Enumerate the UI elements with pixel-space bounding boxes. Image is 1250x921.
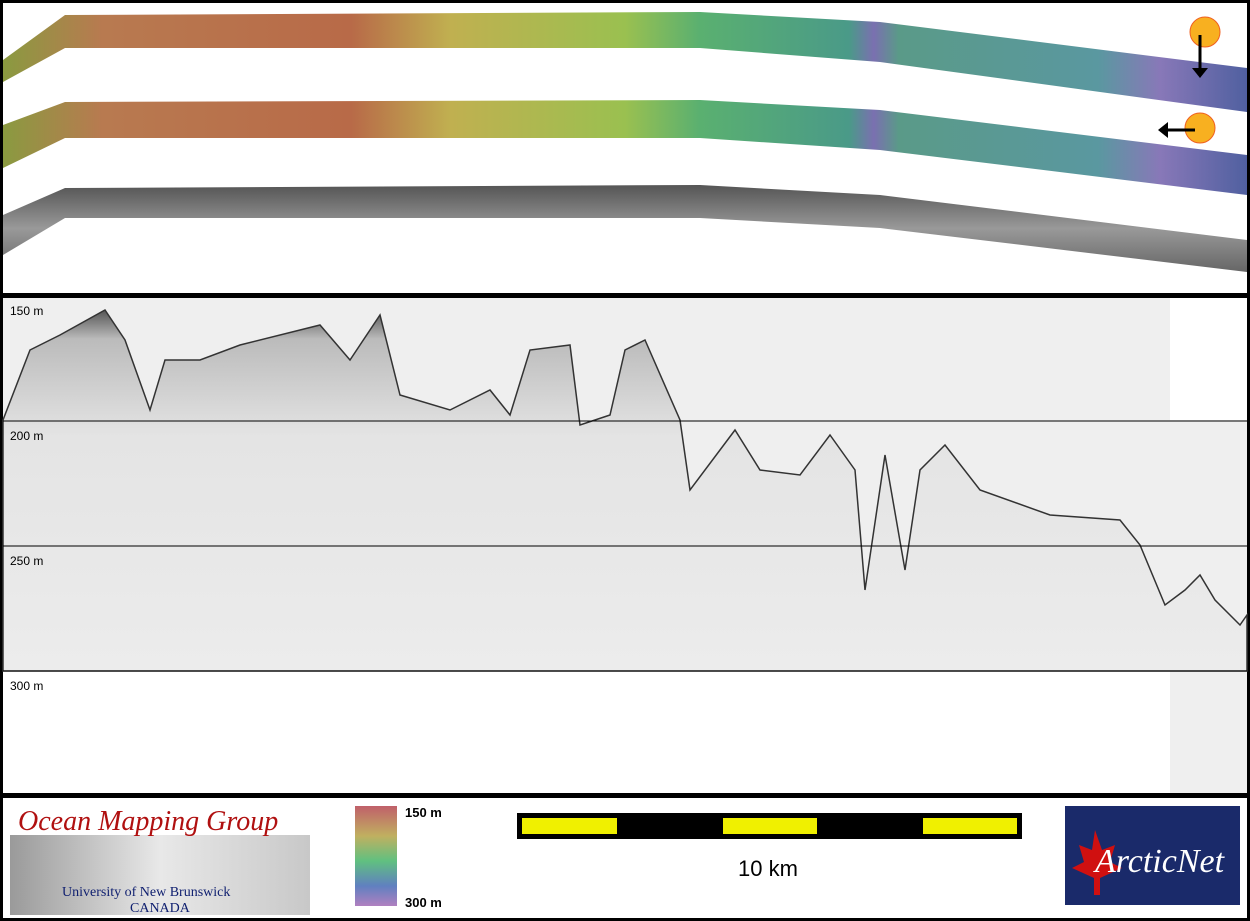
depth-label: 150 m — [10, 304, 43, 318]
omg-country: CANADA — [130, 901, 191, 916]
scale-bar-label: 10 km — [738, 856, 798, 881]
arcticnet-text: ArcticNet — [1093, 843, 1226, 880]
backscatter-strip — [3, 185, 1247, 272]
arrow-head — [1158, 122, 1168, 138]
colorbar-top-label: 150 m — [405, 805, 442, 820]
scale-bar-segment — [723, 818, 817, 834]
sun-icon — [1189, 16, 1221, 48]
arrow-head — [1192, 68, 1208, 78]
omg-title: Ocean Mapping Group — [18, 806, 278, 837]
colorbar — [355, 806, 397, 906]
bathymetry-strip-north — [3, 12, 1247, 112]
scale-bar-segment — [522, 818, 617, 834]
depth-label: 200 m — [10, 429, 43, 443]
depth-label: 250 m — [10, 554, 43, 568]
depth-label: 300 m — [10, 679, 43, 693]
colorbar-bottom-label: 300 m — [405, 895, 442, 910]
bathymetry-strip-west — [3, 100, 1247, 195]
maple-leaf — [1072, 830, 1122, 895]
omg-subtitle: University of New Brunswick — [62, 885, 230, 900]
sun-icon — [1184, 112, 1216, 144]
omg-logo-background — [10, 835, 310, 915]
seafloor-profile — [2, 309, 1248, 672]
scale-bar-segment — [923, 818, 1017, 834]
